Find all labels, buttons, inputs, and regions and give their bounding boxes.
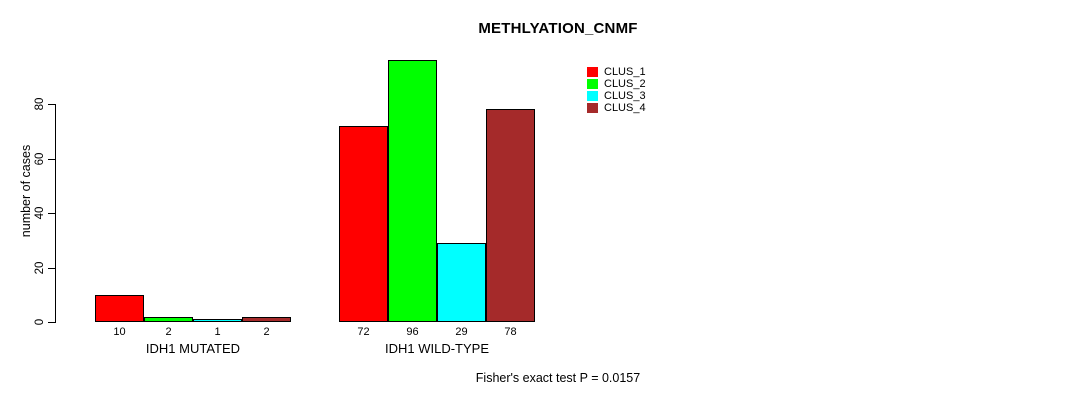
legend-swatch-clus_3 (587, 91, 598, 101)
bar-clus_1-idh1-mutated (95, 295, 144, 322)
y-tick-label-text: 80 (34, 97, 46, 111)
bar-value-label: 78 (504, 326, 517, 338)
bar-clus_1-idh1-wild-type (339, 126, 388, 322)
y-tick (48, 267, 55, 269)
legend-item-clus_1: CLUS_1 (587, 66, 646, 78)
legend: CLUS_1 CLUS_2 CLUS_3 CLUS_4 (587, 66, 646, 114)
stat-test-caption: Fisher's exact test P = 0.0157 (475, 371, 641, 385)
bar-clus_3-idh1-mutated (193, 319, 242, 322)
y-tick-label-text: 60 (34, 152, 46, 165)
legend-label: CLUS_2 (604, 77, 646, 90)
legend-label: CLUS_1 (604, 65, 646, 78)
legend-label: CLUS_3 (604, 89, 646, 102)
y-tick (48, 322, 55, 323)
y-tick-label-text: 20 (34, 261, 46, 274)
y-axis-label-text: number of cases (19, 144, 33, 238)
legend-item-clus_4: CLUS_4 (587, 102, 646, 114)
y-tick-label-text: 0 (34, 318, 46, 326)
bar-clus_4-idh1-mutated (242, 317, 291, 322)
bar-clus_4-idh1-wild-type (486, 109, 535, 322)
y-tick (48, 158, 55, 160)
bar-value-label: 72 (357, 326, 370, 338)
y-tick-label-text: 40 (34, 206, 46, 220)
y-axis-line (55, 104, 56, 323)
bar-clus_3-idh1-wild-type (437, 243, 486, 322)
bar-clus_2-idh1-mutated (144, 317, 193, 322)
legend-swatch-clus_1 (587, 67, 598, 77)
bar-value-label: 96 (406, 326, 419, 338)
bar-value-label: 29 (455, 326, 468, 338)
group-label-idh1-mutated: IDH1 MUTATED (145, 341, 241, 356)
bar-value-label: 2 (263, 326, 270, 338)
bar-value-label: 1 (214, 326, 221, 338)
legend-swatch-clus_4 (587, 103, 598, 113)
bar-value-label: 10 (113, 326, 126, 338)
bar-value-label: 2 (165, 326, 172, 338)
group-label-idh1-wild-type: IDH1 WILD-TYPE (384, 341, 489, 356)
y-tick (48, 104, 55, 105)
y-tick (48, 213, 55, 214)
legend-item-clus_3: CLUS_3 (587, 90, 646, 102)
chart-title: METHLYATION_CNMF (478, 20, 638, 37)
legend-swatch-clus_2 (587, 79, 598, 89)
legend-label: CLUS_4 (604, 101, 646, 114)
legend-item-clus_2: CLUS_2 (587, 78, 646, 90)
bar-clus_2-idh1-wild-type (388, 60, 437, 322)
